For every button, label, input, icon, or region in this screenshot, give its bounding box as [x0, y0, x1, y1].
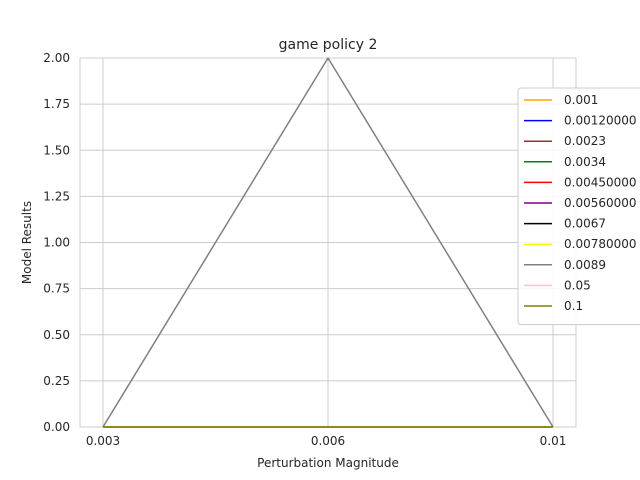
- y-tick-label: 0.00: [43, 420, 70, 434]
- legend-label: 0.0034: [564, 155, 606, 169]
- legend-label: 0.0089: [564, 258, 606, 272]
- legend-label: 0.00560000: [564, 196, 637, 210]
- x-tick-label: 0.01: [540, 434, 567, 448]
- legend-label: 0.00450000: [564, 175, 637, 189]
- series-lines: [102, 57, 554, 428]
- y-axis-ticks: 0.00 0.25 0.50 0.75 1.00 1.25 1.50 1.75 2.00: [43, 51, 70, 434]
- y-tick-label: 1.25: [43, 189, 70, 203]
- legend: 0.001 0.00120000 0.0023 0.0034 0.00450000 0.0…: [517, 87, 640, 326]
- legend-label: 0.0023: [564, 134, 606, 148]
- y-tick-label: 1.00: [43, 236, 70, 250]
- legend-label: 0.001: [564, 93, 598, 107]
- legend-label: 0.0067: [564, 217, 606, 231]
- chart-title: game policy 2: [279, 37, 378, 53]
- y-tick-label: 0.50: [43, 328, 70, 342]
- x-axis-label: Perturbation Magnitude: [257, 456, 399, 470]
- x-tick-label: 0.006: [311, 434, 345, 448]
- y-tick-label: 1.75: [43, 97, 70, 111]
- legend-label: 0.00120000: [564, 114, 637, 128]
- y-tick-label: 0.75: [43, 282, 70, 296]
- legend-label: 0.05: [564, 278, 591, 292]
- x-axis-ticks: 0.003 0.006 0.01: [86, 434, 567, 448]
- legend-label: 0.00780000: [564, 237, 637, 251]
- series-line: [102, 57, 554, 428]
- y-tick-label: 0.25: [43, 374, 70, 388]
- grid: [80, 57, 576, 428]
- legend-label: 0.1: [564, 299, 583, 313]
- y-tick-label: 2.00: [43, 51, 70, 65]
- y-tick-label: 1.50: [43, 143, 70, 157]
- y-axis-label: Model Results: [20, 201, 34, 284]
- x-tick-label: 0.003: [86, 434, 120, 448]
